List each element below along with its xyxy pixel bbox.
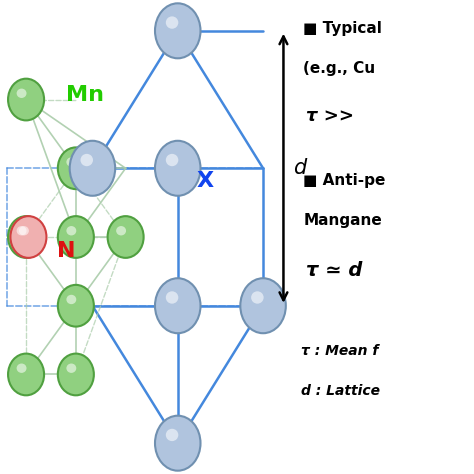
Text: Mn: Mn (66, 85, 104, 105)
Text: τ >>: τ >> (306, 107, 354, 125)
Ellipse shape (58, 354, 94, 395)
Text: ■ Typical: ■ Typical (303, 21, 382, 36)
Ellipse shape (58, 147, 94, 189)
Text: Mangane: Mangane (303, 213, 382, 228)
Ellipse shape (8, 79, 44, 120)
Ellipse shape (166, 17, 178, 29)
Ellipse shape (66, 157, 76, 167)
Text: d : Lattice: d : Lattice (301, 384, 381, 398)
Ellipse shape (251, 292, 264, 304)
Ellipse shape (8, 354, 44, 395)
Ellipse shape (155, 278, 201, 333)
Text: τ ≃ d: τ ≃ d (306, 261, 362, 280)
Ellipse shape (108, 216, 144, 258)
Ellipse shape (155, 416, 201, 471)
Ellipse shape (66, 364, 76, 373)
Ellipse shape (17, 89, 27, 98)
Ellipse shape (66, 226, 76, 236)
Ellipse shape (166, 429, 178, 441)
Ellipse shape (116, 226, 126, 236)
Ellipse shape (166, 292, 178, 304)
Ellipse shape (19, 226, 29, 236)
Text: ■ Anti-pe: ■ Anti-pe (303, 173, 386, 188)
Ellipse shape (17, 226, 27, 236)
Ellipse shape (81, 154, 93, 166)
Ellipse shape (166, 154, 178, 166)
Text: (e.g., Cu: (e.g., Cu (303, 61, 375, 76)
Ellipse shape (155, 141, 201, 196)
Ellipse shape (17, 364, 27, 373)
Ellipse shape (240, 278, 286, 333)
Text: $d$: $d$ (293, 158, 308, 178)
Ellipse shape (10, 216, 46, 258)
Ellipse shape (8, 216, 44, 258)
Text: X: X (197, 171, 214, 191)
Ellipse shape (58, 285, 94, 327)
Text: N: N (57, 241, 75, 261)
Text: τ : Mean f: τ : Mean f (301, 344, 379, 358)
Ellipse shape (66, 295, 76, 304)
Ellipse shape (58, 216, 94, 258)
Ellipse shape (155, 3, 201, 58)
Ellipse shape (70, 141, 115, 196)
